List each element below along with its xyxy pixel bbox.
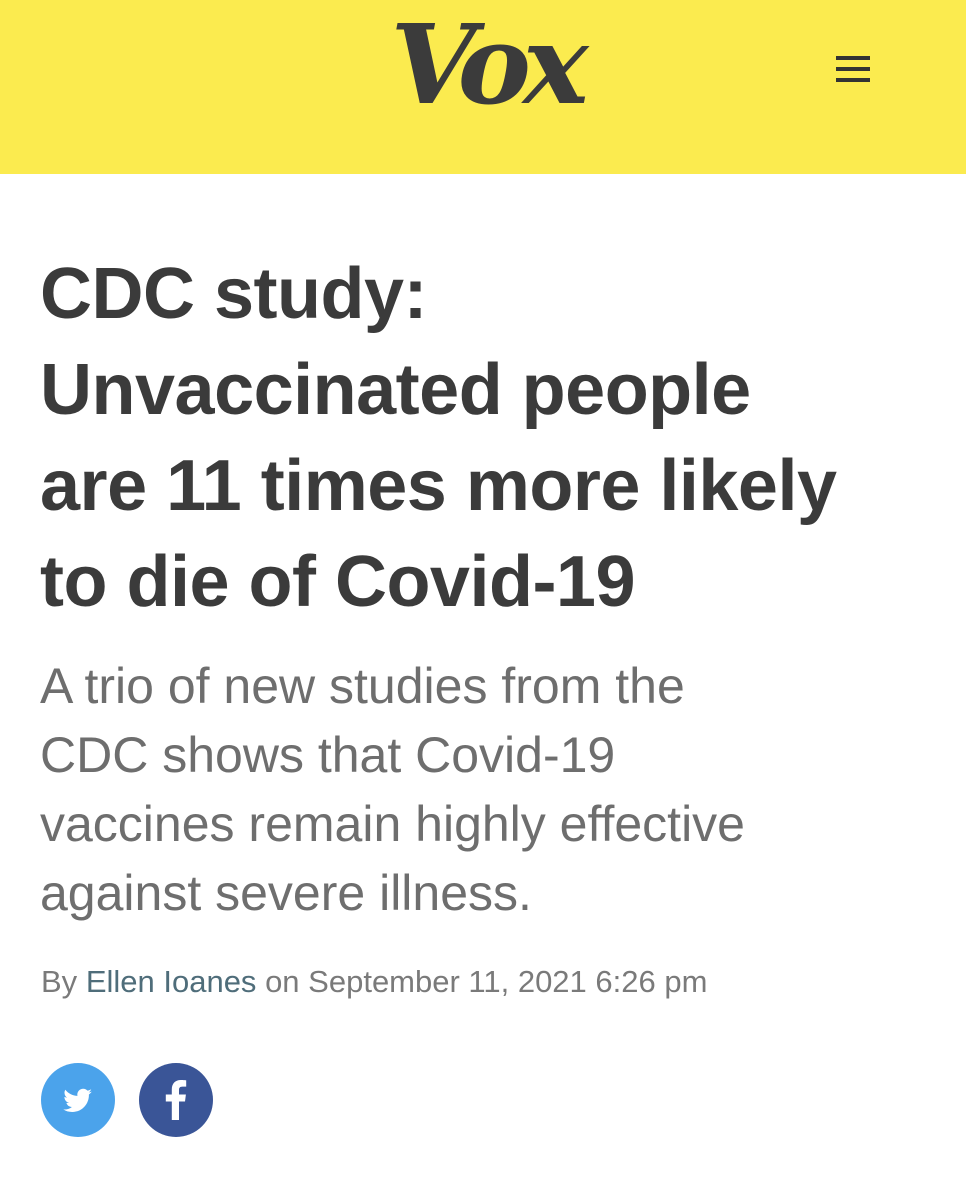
author-link[interactable]: Ellen Ioanes xyxy=(85,964,257,999)
headline-line: Unvaccinated people xyxy=(40,350,751,430)
article-dek: A trio of new studies from the CDC shows… xyxy=(40,652,920,928)
byline-on: on xyxy=(265,964,300,999)
byline-prefix: By xyxy=(41,964,78,999)
menu-button[interactable] xyxy=(830,50,876,90)
dek-line: against severe illness. xyxy=(40,865,532,921)
article-headline: CDC study: Unvaccinated people are 11 ti… xyxy=(40,246,940,630)
twitter-bird-icon xyxy=(63,1088,92,1112)
byline: By Ellen Ioanes on September 11, 2021 6:… xyxy=(41,961,707,1003)
dek-line: A trio of new studies from the xyxy=(40,658,685,714)
headline-line: are 11 times more likely xyxy=(40,446,837,526)
headline-line: to die of Covid-19 xyxy=(40,542,636,622)
dek-line: CDC shows that Covid-19 xyxy=(40,727,616,783)
site-header: Vox xyxy=(0,0,966,174)
publish-date: September 11, 2021 6:26 pm xyxy=(308,964,708,999)
facebook-f-icon xyxy=(165,1080,187,1120)
dek-line: vaccines remain highly effective xyxy=(40,796,745,852)
twitter-share-button[interactable] xyxy=(41,1063,115,1137)
headline-line: CDC study: xyxy=(40,254,428,334)
vox-logo[interactable]: Vox xyxy=(390,0,588,129)
facebook-share-button[interactable] xyxy=(139,1063,213,1137)
